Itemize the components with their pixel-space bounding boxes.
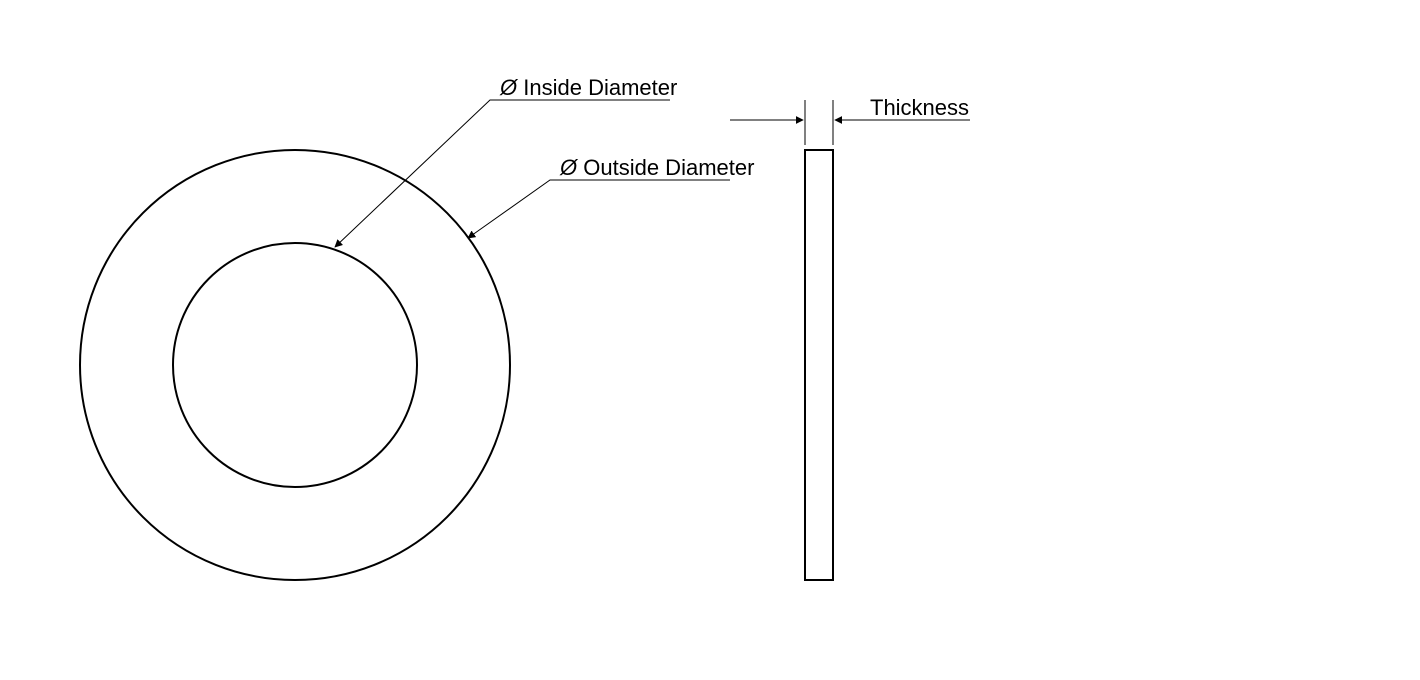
text-inside-diameter: Inside Diameter <box>523 75 677 100</box>
leader-line-outside <box>468 180 730 238</box>
side-view-rect <box>805 150 833 580</box>
label-outside-diameter: Ø Outside Diameter <box>559 155 754 180</box>
washer-technical-drawing: Ø Inside Diameter Ø Outside Diameter Thi… <box>0 0 1420 680</box>
text-outside-diameter: Outside Diameter <box>583 155 754 180</box>
label-inside-diameter: Ø Inside Diameter <box>499 75 677 100</box>
label-thickness: Thickness <box>870 95 969 120</box>
outside-diameter-circle <box>80 150 510 580</box>
phi-symbol-inside: Ø <box>499 75 519 100</box>
inside-diameter-circle <box>173 243 417 487</box>
phi-symbol-outside: Ø <box>559 155 579 180</box>
